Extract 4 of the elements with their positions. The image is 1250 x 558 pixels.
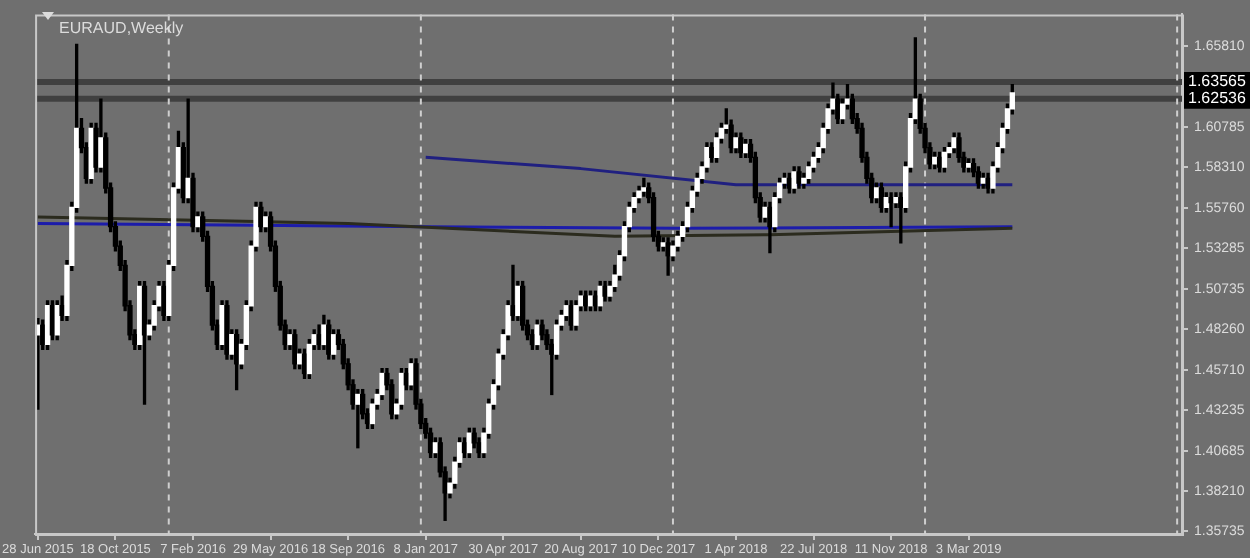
ref-line-label: 1.62536 <box>1188 89 1247 108</box>
chart-title: EURAUD,Weekly <box>59 18 184 37</box>
ref-line-label: 1.63565 <box>1188 72 1247 91</box>
candlestick <box>888 192 894 228</box>
